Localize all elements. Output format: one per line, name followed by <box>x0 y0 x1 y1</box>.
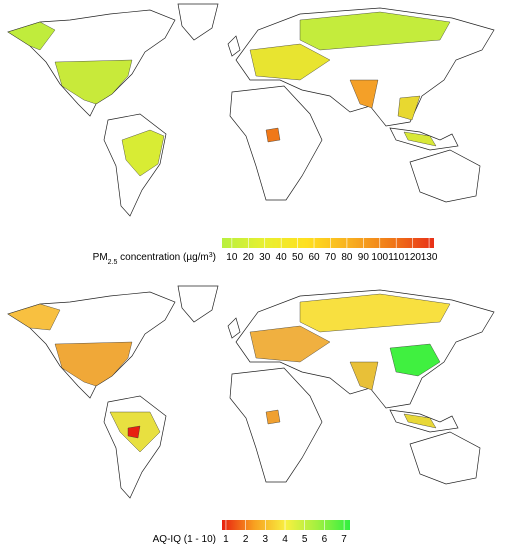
tick-label: 2 <box>243 534 249 545</box>
map-aqiq <box>7 285 495 499</box>
tick-label: 120 <box>404 252 421 263</box>
tick-label: 110 <box>388 252 404 263</box>
colorbar <box>222 520 350 530</box>
tick-label: 60 <box>308 252 320 263</box>
tick-label: 130 <box>421 252 438 263</box>
tick-label: 5 <box>302 534 308 545</box>
tick-label: 90 <box>358 252 370 263</box>
tick-label: 6 <box>322 534 328 545</box>
legend-title-part: 2.5 <box>108 259 118 266</box>
tick-label: 70 <box>325 252 337 263</box>
legend-title-part: concentration (µg/m <box>117 252 208 263</box>
legend-title-part: 3 <box>209 252 213 259</box>
tick-label: 10 <box>226 252 238 263</box>
legends: 10 20 30 40 50 60 70 80 90 100 110 120 130 PM2.5 conc… <box>93 238 438 545</box>
tick-label: 40 <box>276 252 288 263</box>
tick-label: 100 <box>371 252 388 263</box>
tick-label: 80 <box>341 252 353 263</box>
legend-title: PM2.5 concentration (µg/m3) <box>93 252 216 266</box>
tick-label: 30 <box>259 252 271 263</box>
legend-title-part: PM <box>93 252 108 263</box>
legend-title: AQ-IQ (1 - 10) <box>153 534 216 545</box>
tick-label: 50 <box>292 252 304 263</box>
tick-label: 3 <box>263 534 269 545</box>
tick-label: 20 <box>243 252 255 263</box>
colorbar <box>222 238 434 248</box>
legend-title-part: ) <box>213 252 216 263</box>
tick-label: 4 <box>282 534 288 545</box>
legend-title-part: AQ-IQ (1 - 10) <box>153 534 216 545</box>
map-pm25 <box>7 3 495 217</box>
tick-label: 7 <box>341 534 347 545</box>
tick-label: 1 <box>223 534 229 545</box>
